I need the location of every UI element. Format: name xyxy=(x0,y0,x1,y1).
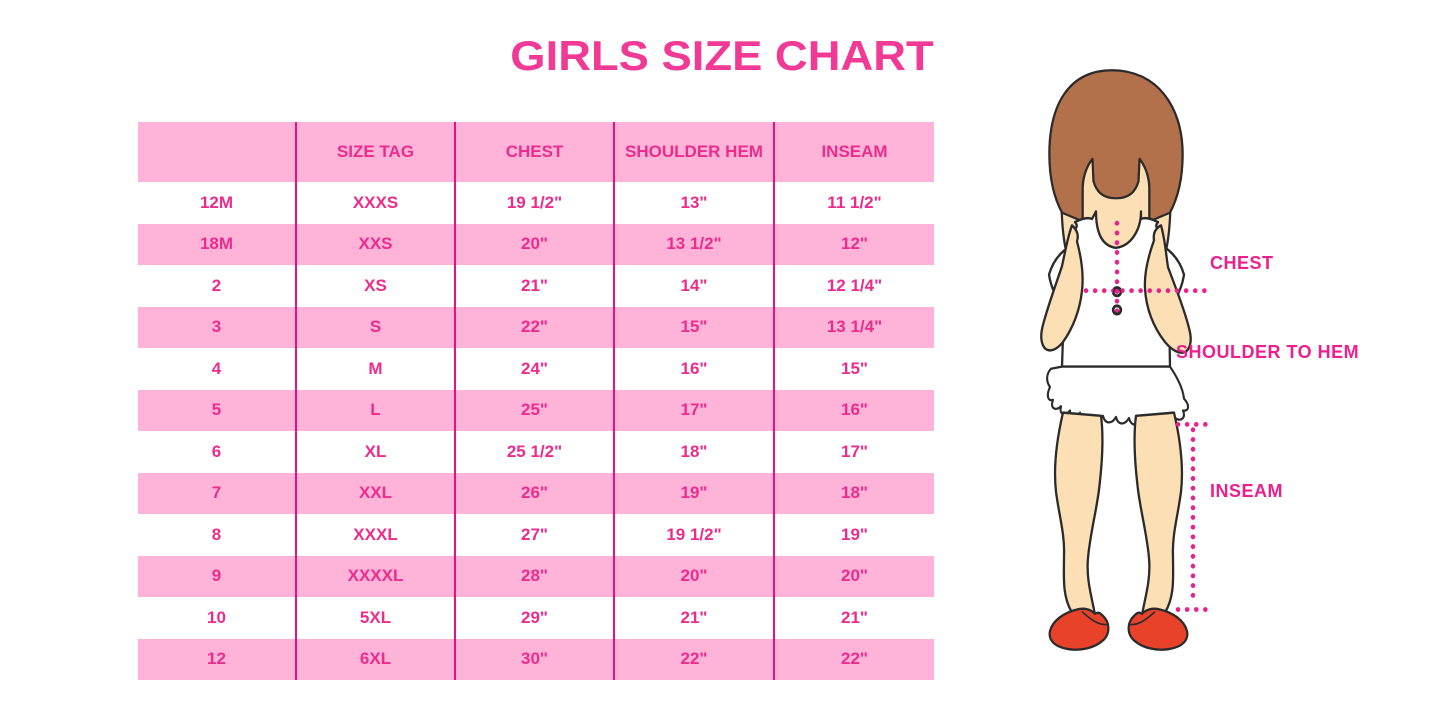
svg-text:SHOULDER TO HEM: SHOULDER TO HEM xyxy=(1176,342,1359,362)
svg-text:CHEST: CHEST xyxy=(1210,253,1274,273)
svg-text:INSEAM: INSEAM xyxy=(1210,481,1283,501)
